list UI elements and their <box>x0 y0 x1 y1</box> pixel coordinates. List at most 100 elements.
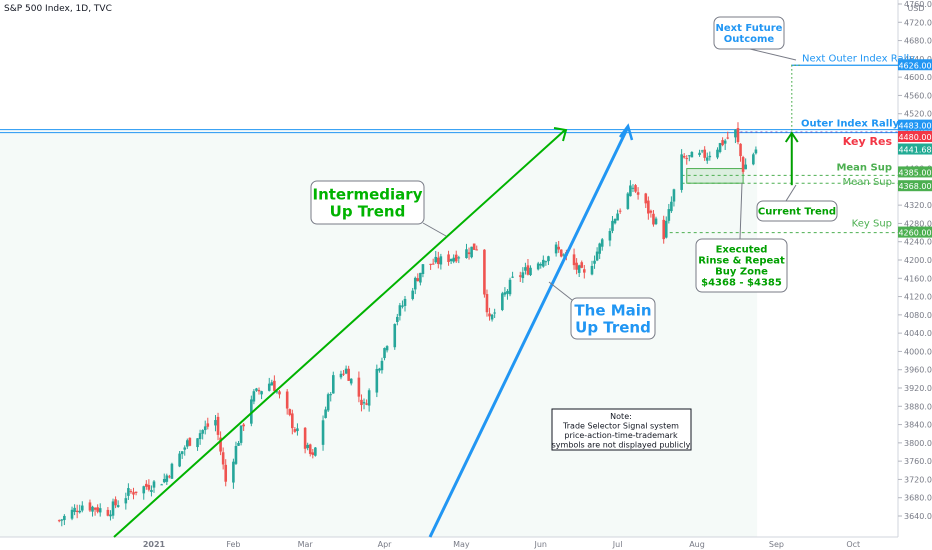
candle-body <box>198 433 202 440</box>
candle <box>321 415 325 451</box>
candle <box>170 462 174 479</box>
candle-body <box>224 464 228 482</box>
candle <box>203 420 207 435</box>
candle <box>754 146 758 155</box>
candle-body <box>75 510 79 512</box>
candle <box>145 480 148 490</box>
candle <box>465 243 468 259</box>
future-dotted-path <box>791 64 800 131</box>
candle <box>452 254 455 264</box>
candle <box>611 215 614 234</box>
candle-body <box>539 264 543 266</box>
candle-body <box>188 437 192 446</box>
candle-body <box>180 451 184 455</box>
candle <box>634 184 637 193</box>
candle-body <box>311 452 315 455</box>
y-tick-label: 4560.00 <box>904 91 932 100</box>
candle <box>362 398 366 410</box>
candle-body <box>721 140 724 146</box>
candle-body <box>134 491 138 493</box>
candle-body <box>339 373 343 378</box>
candle <box>431 258 435 265</box>
y-tick-label: 4160.00 <box>904 274 932 283</box>
candle-body <box>413 277 417 290</box>
price-tag-text: 4368.00 <box>898 182 931 191</box>
executed-callout-box <box>695 238 788 293</box>
candle <box>291 409 294 435</box>
x-tick-label: May <box>453 540 470 549</box>
candle-body <box>357 377 361 397</box>
candle-body <box>647 200 650 214</box>
candle-body <box>618 210 622 212</box>
candle-body <box>127 488 130 496</box>
price-tag: 4480.00 <box>898 131 932 142</box>
candle <box>267 377 271 392</box>
y-tick-label: 4720.00 <box>904 18 932 27</box>
candle <box>518 271 522 282</box>
candle <box>127 483 130 500</box>
note-text-line: Trade Selector Signal system <box>562 422 679 431</box>
candle <box>741 155 745 174</box>
candle <box>654 216 658 226</box>
candle-body <box>326 394 330 411</box>
candle-body <box>649 210 653 213</box>
candle <box>631 184 635 193</box>
candle-body <box>380 360 384 371</box>
candle <box>98 503 102 517</box>
candle-body <box>698 152 701 156</box>
candle-body <box>547 256 550 262</box>
executed-callout-line: Buy Zone <box>715 267 768 278</box>
candle-body <box>285 391 289 409</box>
candle-body <box>383 348 386 359</box>
candle-body <box>250 399 253 424</box>
candle <box>698 149 701 157</box>
candle <box>447 250 450 266</box>
candle-body <box>201 430 204 434</box>
price-tag-text: 4385.00 <box>898 168 931 177</box>
candle-body <box>57 520 61 522</box>
candle-body <box>557 246 560 250</box>
candle <box>360 394 363 412</box>
candle-body <box>608 230 612 241</box>
candle-body <box>741 157 745 172</box>
price-tag-bg <box>898 180 932 192</box>
candle-body <box>654 218 658 225</box>
candle-body <box>91 506 94 512</box>
candle-body <box>595 251 599 261</box>
candle-body <box>652 213 655 225</box>
candle-body <box>472 243 476 250</box>
candle-body <box>219 437 222 452</box>
candle-body <box>401 305 404 307</box>
candle <box>303 427 307 454</box>
candle <box>503 287 507 297</box>
x-tick-label: Jul <box>612 540 623 549</box>
candle-body <box>321 420 325 445</box>
y-tick-label: 3680.00 <box>904 494 932 503</box>
candle-body <box>206 423 210 427</box>
candle-body <box>260 391 263 395</box>
candle <box>718 142 722 154</box>
candle <box>470 246 473 259</box>
main-trend-callout-box <box>570 297 656 340</box>
candle-body <box>613 219 617 224</box>
candle <box>70 506 74 521</box>
y-tick-label: 4680.00 <box>904 37 932 46</box>
candle <box>524 262 527 275</box>
candle-body <box>185 440 189 447</box>
candle <box>547 255 550 265</box>
price-tag: 4483.00 <box>898 119 932 131</box>
candle <box>109 510 112 521</box>
candle <box>326 392 330 413</box>
candle <box>618 208 622 214</box>
candle <box>542 255 545 268</box>
candle-body <box>447 254 450 262</box>
candle <box>716 147 719 160</box>
y-tick-label: 3640.00 <box>904 512 932 521</box>
candle-body <box>116 505 120 507</box>
candle <box>232 458 235 489</box>
candle-body <box>754 149 758 154</box>
intermediary-callout: Intermediary Up Trend <box>310 180 447 237</box>
candle <box>598 242 601 259</box>
future-callout-line: Outcome <box>724 34 775 45</box>
